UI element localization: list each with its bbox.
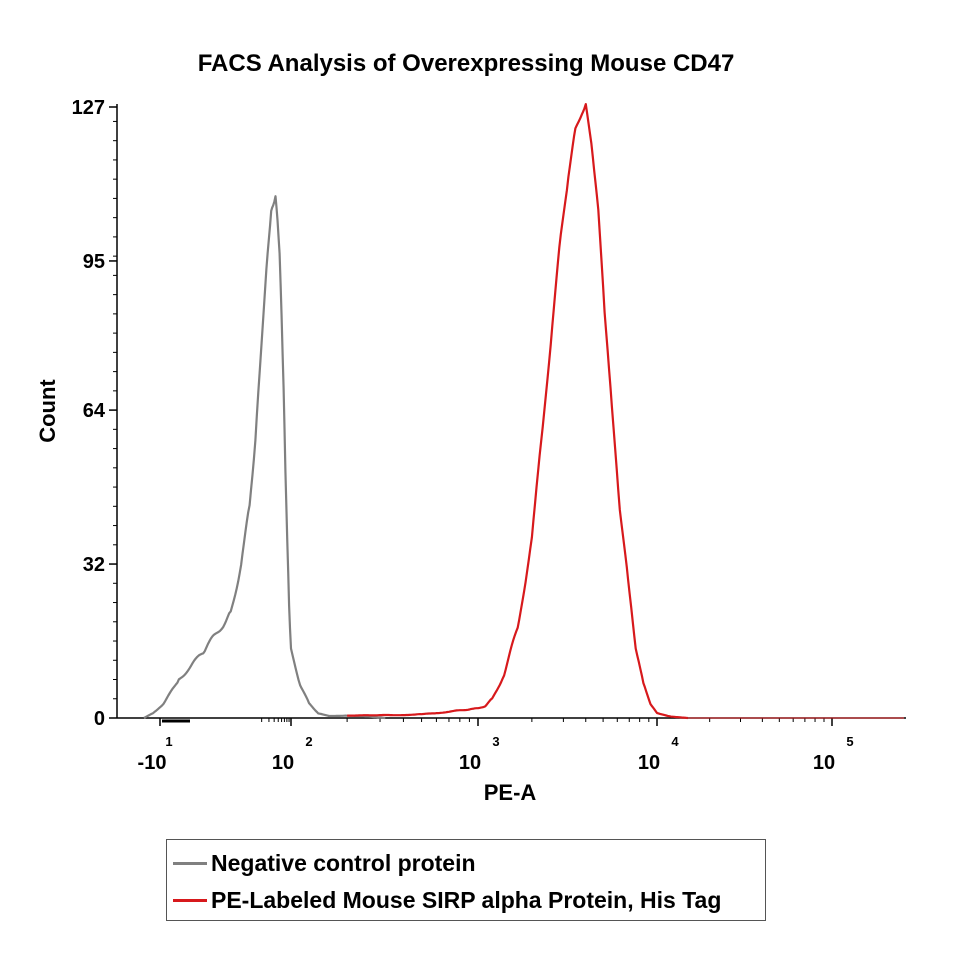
y-axis-minor-ticks [113,120,117,700]
x-axis-minor-ticks [261,718,825,722]
legend-swatch-negative-control [173,861,207,865]
y-tick-label-64: 64 [83,400,106,422]
chart-title: FACS Analysis of Overexpressing Mouse CD… [198,50,735,77]
legend-label-pe-labeled-sirp-alpha: PE-Labeled Mouse SIRP alpha Protein, His… [211,886,722,913]
x-tick-exponent-4: 5 [846,734,853,749]
legend-swatch-pe-labeled-sirp-alpha [173,898,207,902]
x-axis-ticks: -10 1 10 2 10 3 10 4 10 5 [138,718,854,774]
x-tick-label-1: 10 [272,752,294,774]
series-line-pe-labeled-sirp-alpha [347,102,688,720]
x-tick-exponent-0: 1 [165,734,172,749]
x-tick-label-0: -10 [138,752,167,774]
y-axis-label: Count [35,379,60,443]
y-tick-label-0: 0 [94,708,105,730]
x-tick-label-4: 10 [813,752,835,774]
legend: Negative control protein PE-Labeled Mous… [166,839,766,921]
y-tick-label-127: 127 [72,97,105,119]
x-tick-exponent-1: 2 [305,734,312,749]
series-line-negative-control [143,195,386,720]
legend-label-negative-control: Negative control protein [211,849,476,876]
x-tick-exponent-3: 4 [671,734,679,749]
legend-item-pe-labeled-sirp-alpha: PE-Labeled Mouse SIRP alpha Protein, His… [167,883,721,917]
y-tick-label-32: 32 [83,554,105,576]
x-tick-exponent-2: 3 [492,734,499,749]
legend-item-negative-control: Negative control protein [167,846,476,880]
x-tick-label-3: 10 [638,752,660,774]
x-axis-label: PE-A [484,780,537,805]
y-tick-label-95: 95 [83,251,105,273]
y-axis-ticks: 0 32 64 95 127 [72,97,117,730]
series-layer [143,102,904,720]
x-tick-label-2: 10 [459,752,481,774]
